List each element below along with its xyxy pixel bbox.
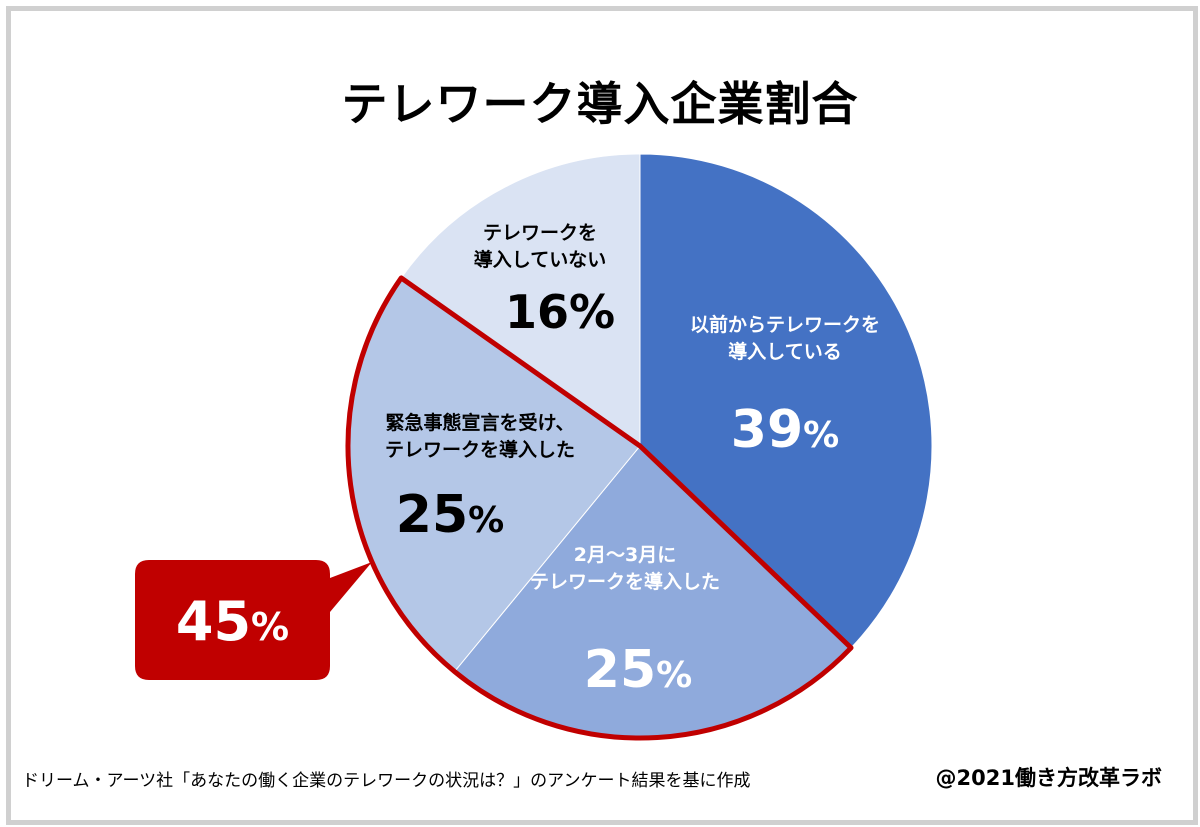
pie-slice-0: [639, 153, 933, 649]
credit: @2021働き方改革ラボ: [935, 766, 1162, 790]
slice-value-3: 16%: [504, 285, 616, 339]
callout-box: [135, 560, 372, 680]
source-note: ドリーム・アーツ社「あなたの働く企業のテレワークの状況は？」のアンケート結果を基…: [22, 771, 751, 791]
slice-value-0: 39%: [730, 400, 840, 460]
slice-label-0: 以前からテレワークを 導入している: [689, 314, 880, 363]
slice-label-3: テレワークを 導入していない: [473, 222, 607, 271]
slice-label-2: 緊急事態宣言を受け、 テレワークを導入した: [384, 412, 575, 461]
chart-frame: [6, 6, 1198, 825]
slice-value-1: 25%: [583, 640, 693, 700]
chart-title: テレワーク導入企業割合: [341, 77, 859, 131]
slice-value-2: 25%: [395, 485, 505, 545]
highlight-outline: [345, 275, 854, 741]
callout-value: 45%: [175, 590, 290, 653]
pie-slice-3: [400, 153, 641, 447]
slice-label-1: 2月〜3月に テレワークを導入した: [529, 544, 720, 593]
